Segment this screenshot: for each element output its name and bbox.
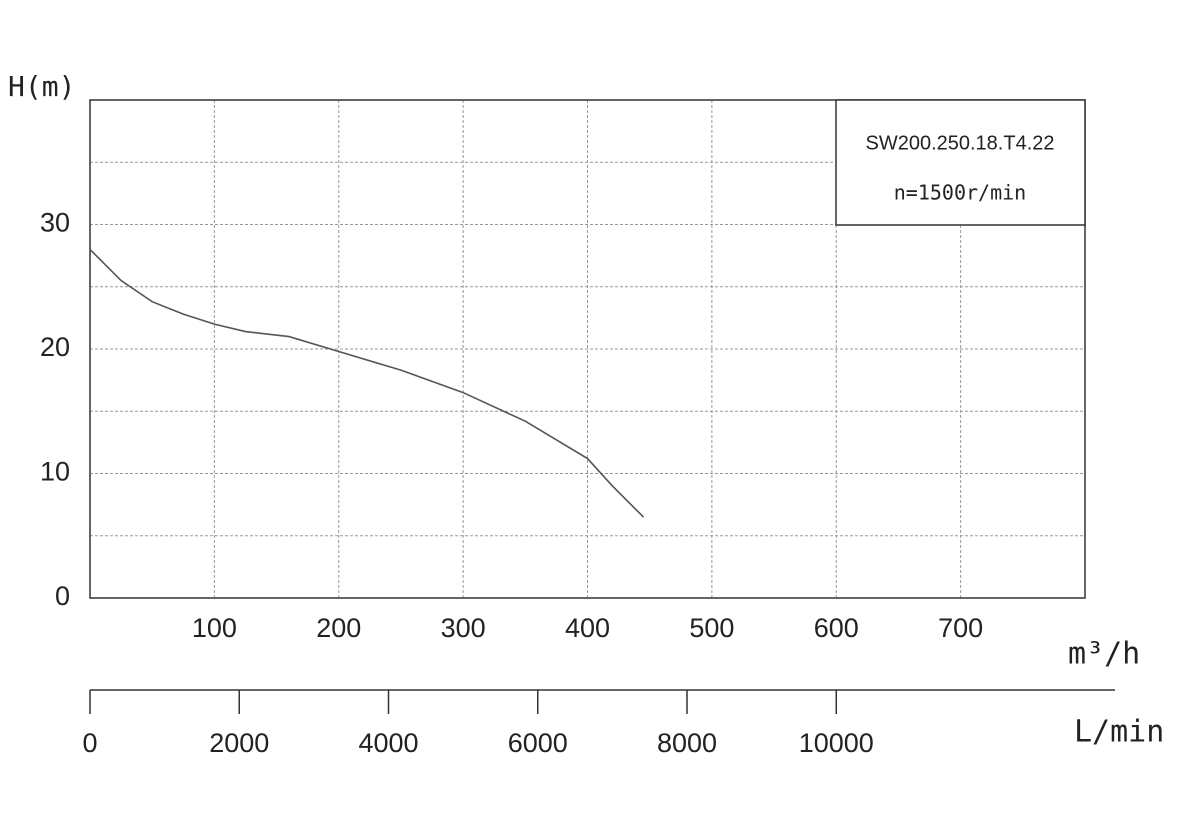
x2-tick-label: 8000	[657, 728, 717, 758]
x-tick-label: 700	[938, 613, 983, 643]
x2-tick-label: 10000	[799, 728, 874, 758]
x-tick-label: 100	[192, 613, 237, 643]
y-tick-label: 10	[40, 457, 70, 487]
y-tick-label: 20	[40, 332, 70, 362]
x-axis-label: m³/h	[1068, 637, 1140, 672]
plot-frame	[89, 99, 1086, 599]
x2-axis-label: L/min	[1074, 715, 1164, 750]
y-tick-label: 30	[40, 208, 70, 238]
model-label: SW200.250.18.T4.22	[865, 132, 1054, 154]
x-tick-label: 500	[689, 613, 734, 643]
x2-tick-label: 2000	[209, 728, 269, 758]
x-tick-label: 600	[814, 613, 859, 643]
curve	[89, 248, 645, 518]
x-tick-label: 400	[565, 613, 610, 643]
x-tick-label: 300	[441, 613, 486, 643]
x2-tick-label: 6000	[508, 728, 568, 758]
x-tick-label: 200	[316, 613, 361, 643]
y-tick-label: 0	[55, 581, 70, 611]
y-axis-label: H(m)	[8, 70, 75, 103]
x2-tick-label: 4000	[358, 728, 418, 758]
x2-tick-label: 0	[82, 728, 97, 758]
info-box	[835, 99, 1086, 226]
speed-label: n=1500r/min	[894, 181, 1026, 205]
